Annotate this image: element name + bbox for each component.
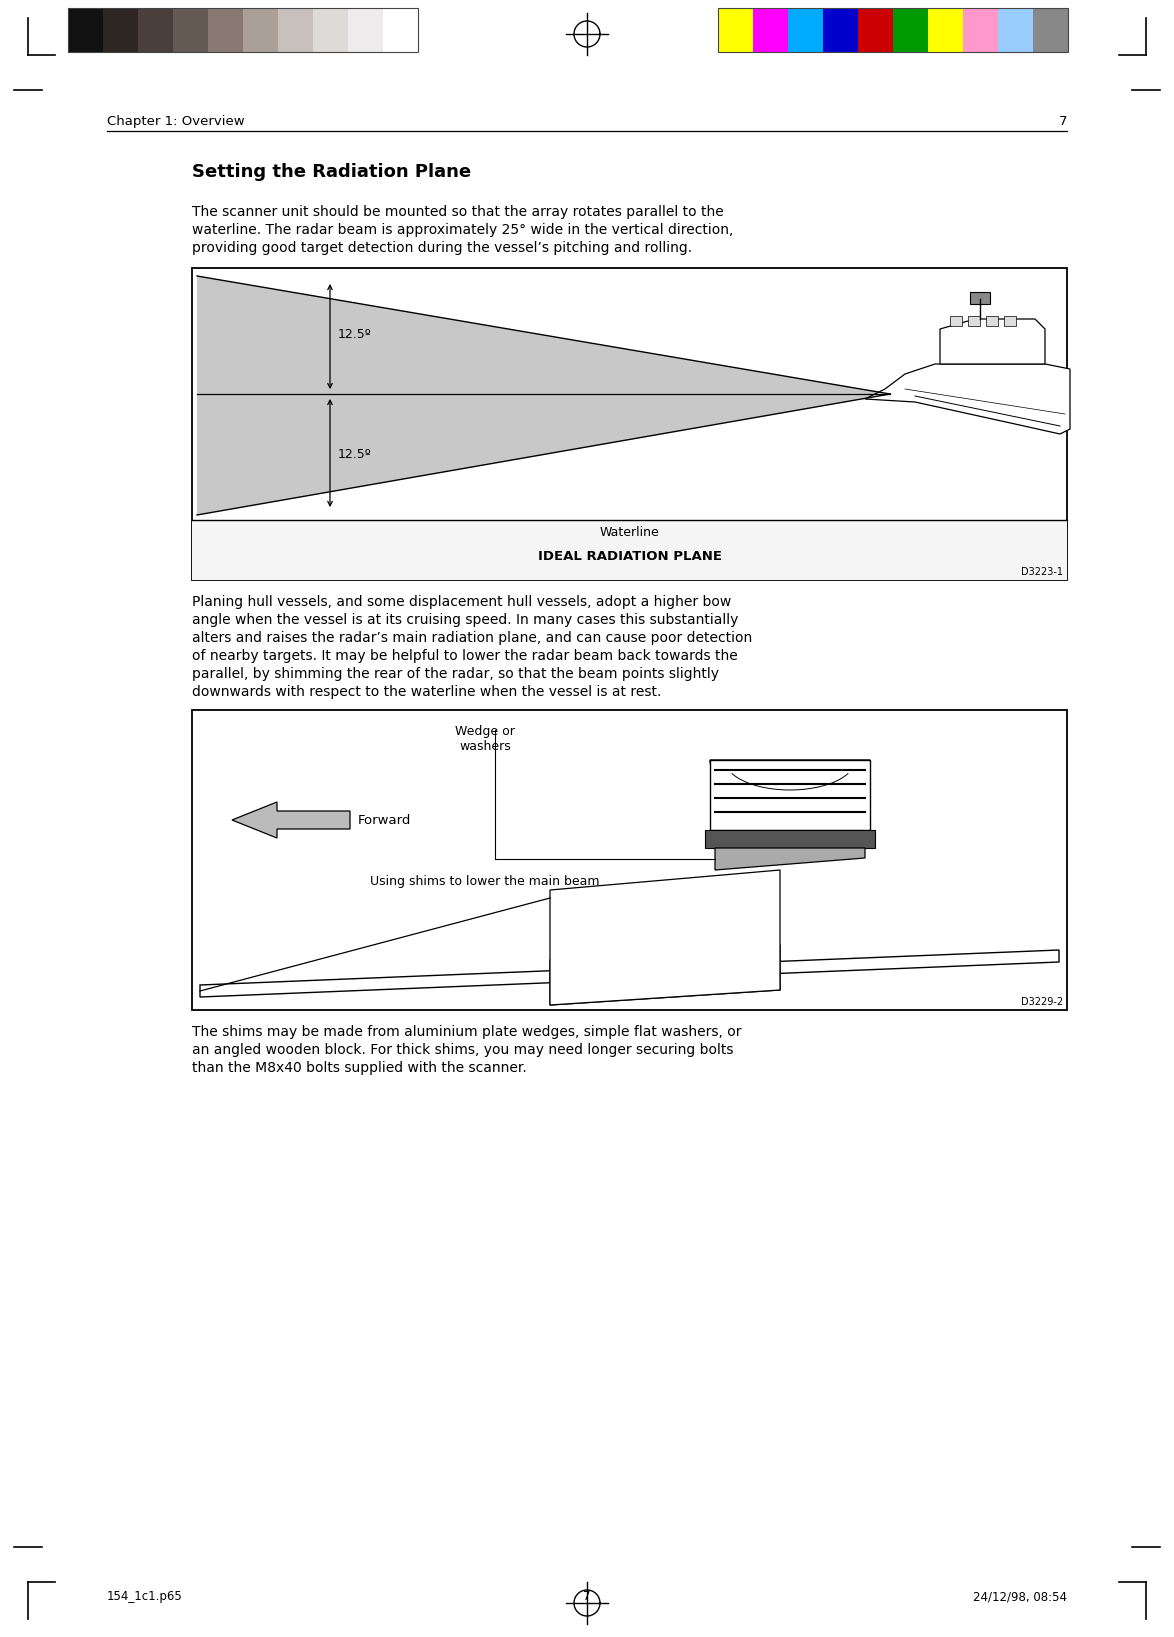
Polygon shape <box>232 802 350 838</box>
Bar <box>998 8 1033 52</box>
Bar <box>313 8 348 52</box>
Polygon shape <box>865 363 1070 434</box>
Polygon shape <box>549 945 780 1005</box>
Bar <box>718 8 1068 52</box>
Text: D3229-2: D3229-2 <box>1021 997 1062 1007</box>
Bar <box>986 316 998 326</box>
Polygon shape <box>549 869 780 1005</box>
Text: 154_1c1.p65: 154_1c1.p65 <box>107 1590 183 1603</box>
Bar <box>68 8 418 52</box>
Bar <box>963 8 998 52</box>
Text: Waterline: Waterline <box>600 525 660 539</box>
Polygon shape <box>197 277 890 516</box>
Text: Wedge or
washers: Wedge or washers <box>456 725 515 753</box>
Bar <box>710 760 870 830</box>
Text: angle when the vessel is at its cruising speed. In many cases this substantially: angle when the vessel is at its cruising… <box>193 612 738 627</box>
Bar <box>193 710 1067 1010</box>
Bar <box>278 8 313 52</box>
Bar <box>950 316 962 326</box>
Text: 7: 7 <box>1059 115 1067 128</box>
Bar <box>173 8 208 52</box>
Text: 24/12/98, 08:54: 24/12/98, 08:54 <box>973 1590 1067 1603</box>
Bar <box>348 8 383 52</box>
Bar <box>208 8 243 52</box>
Text: of nearby targets. It may be helpful to lower the radar beam back towards the: of nearby targets. It may be helpful to … <box>193 648 737 663</box>
Bar <box>969 316 980 326</box>
Text: parallel, by shimming the rear of the radar, so that the beam points slightly: parallel, by shimming the rear of the ra… <box>193 666 718 681</box>
Text: 7: 7 <box>583 1590 591 1603</box>
Bar <box>788 8 823 52</box>
Text: Chapter 1: Overview: Chapter 1: Overview <box>107 115 244 128</box>
Bar <box>243 8 278 52</box>
Text: 12.5º: 12.5º <box>338 329 372 342</box>
Bar <box>193 268 1067 579</box>
Text: Forward: Forward <box>358 814 411 827</box>
Polygon shape <box>200 949 1059 997</box>
Text: Using shims to lower the main beam: Using shims to lower the main beam <box>370 876 600 887</box>
Bar <box>823 8 858 52</box>
Text: alters and raises the radar’s main radiation plane, and can cause poor detection: alters and raises the radar’s main radia… <box>193 630 753 645</box>
Bar <box>893 8 927 52</box>
Bar <box>970 291 990 304</box>
Text: IDEAL RADIATION PLANE: IDEAL RADIATION PLANE <box>538 550 722 563</box>
Polygon shape <box>710 760 870 800</box>
Polygon shape <box>715 848 865 869</box>
Bar <box>1033 8 1068 52</box>
Text: downwards with respect to the waterline when the vessel is at rest.: downwards with respect to the waterline … <box>193 684 661 699</box>
Text: 12.5º: 12.5º <box>338 449 372 462</box>
Text: Planing hull vessels, and some displacement hull vessels, adopt a higher bow: Planing hull vessels, and some displacem… <box>193 594 731 609</box>
Bar <box>706 830 875 848</box>
Text: The shims may be made from aluminium plate wedges, simple flat washers, or: The shims may be made from aluminium pla… <box>193 1025 742 1039</box>
Text: Setting the Radiation Plane: Setting the Radiation Plane <box>193 164 471 182</box>
Text: D3223-1: D3223-1 <box>1021 566 1062 576</box>
Polygon shape <box>940 319 1045 363</box>
Bar <box>193 521 1067 579</box>
Bar <box>1004 316 1016 326</box>
Bar <box>753 8 788 52</box>
Bar <box>927 8 963 52</box>
Text: providing good target detection during the vessel’s pitching and rolling.: providing good target detection during t… <box>193 241 693 255</box>
Text: than the M8x40 bolts supplied with the scanner.: than the M8x40 bolts supplied with the s… <box>193 1061 527 1076</box>
Text: waterline. The radar beam is approximately 25° wide in the vertical direction,: waterline. The radar beam is approximate… <box>193 223 734 237</box>
Bar <box>383 8 418 52</box>
Text: an angled wooden block. For thick shims, you may need longer securing bolts: an angled wooden block. For thick shims,… <box>193 1043 734 1058</box>
Bar <box>139 8 173 52</box>
Bar <box>68 8 103 52</box>
Bar <box>718 8 753 52</box>
Text: The scanner unit should be mounted so that the array rotates parallel to the: The scanner unit should be mounted so th… <box>193 205 723 219</box>
Bar <box>858 8 893 52</box>
Bar <box>103 8 139 52</box>
